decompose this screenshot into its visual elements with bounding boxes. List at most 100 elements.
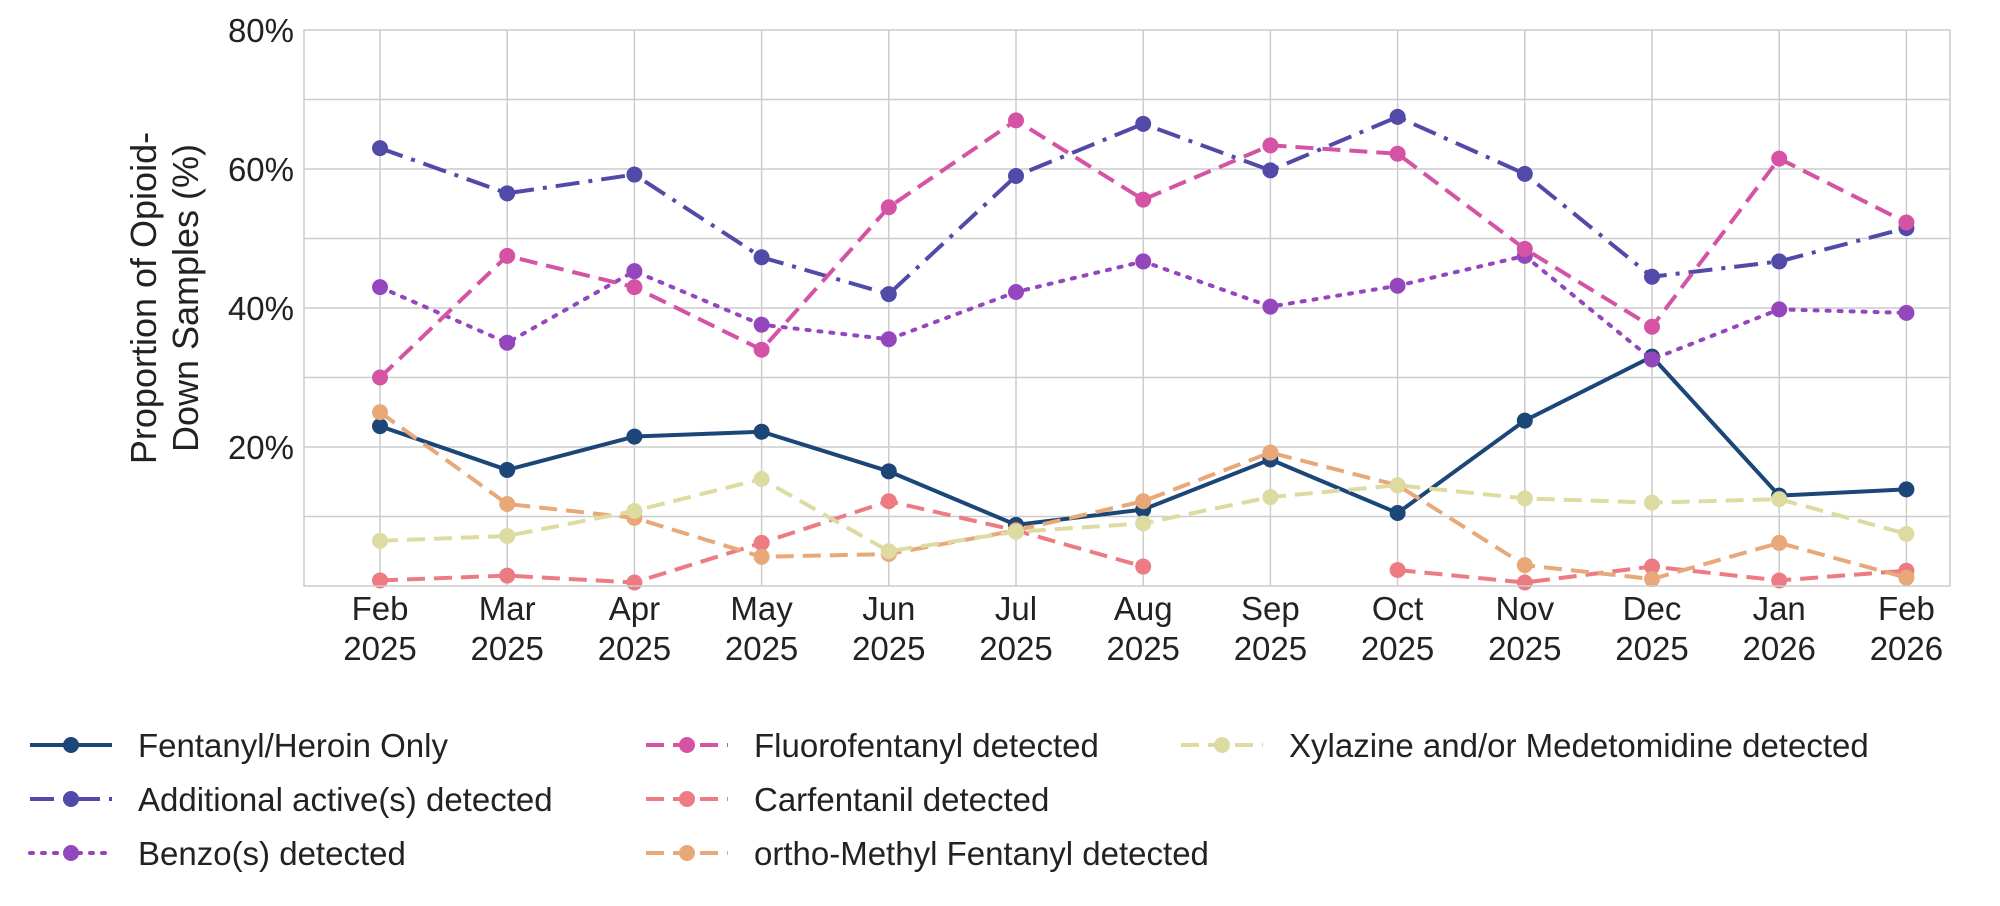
x-tick-label: Oct 2025 [1361, 590, 1434, 667]
data-point [626, 574, 643, 591]
data-point [372, 418, 388, 435]
series-3 [372, 112, 1915, 386]
data-point [880, 493, 897, 510]
legend-swatch-marker [679, 791, 695, 807]
data-point [499, 495, 516, 512]
x-tick-label: May 2025 [725, 590, 798, 667]
legend-item: Xylazine and/or Medetomidine detected [1181, 727, 1869, 764]
data-point [1516, 412, 1533, 429]
data-point [1771, 534, 1788, 551]
data-point [1135, 493, 1152, 510]
legend-label: ortho-Methyl Fentanyl detected [754, 835, 1209, 872]
data-point [626, 263, 643, 280]
data-point [753, 423, 770, 440]
data-point [372, 140, 388, 157]
data-point [499, 185, 516, 202]
legend-label: Fluorofentanyl detected [754, 727, 1099, 764]
data-point [1644, 494, 1660, 511]
legend-swatch-marker [679, 845, 695, 861]
data-point [880, 543, 897, 560]
x-tick-label: Jul 2025 [979, 590, 1052, 667]
data-point [1771, 150, 1788, 167]
data-point [1135, 515, 1152, 532]
data-point [499, 334, 516, 351]
x-tick-label: Feb 2026 [1870, 590, 1943, 667]
series-group [372, 108, 1915, 591]
data-point [1771, 572, 1788, 589]
data-point [1135, 253, 1152, 270]
data-point [1516, 557, 1533, 574]
data-point [753, 316, 770, 333]
legend-item: Carfentanil detected [646, 781, 1049, 818]
x-tick-label: Aug 2025 [1106, 590, 1179, 667]
legend-item: Additional active(s) detected [30, 781, 553, 818]
data-point [372, 369, 388, 386]
data-point [499, 567, 516, 584]
data-point [1262, 298, 1279, 315]
data-point [1389, 277, 1406, 294]
x-tick-label: Sep 2025 [1234, 590, 1307, 667]
x-tick-labels: Feb 2025 Mar 2025 Apr 2025 May 2025 Jun 2025 Jul 20… [343, 590, 1943, 667]
data-point [1898, 214, 1915, 231]
plot-frame [303, 29, 1951, 587]
data-point [499, 527, 516, 544]
data-point [1389, 108, 1406, 125]
x-tick-label: Apr 2025 [598, 590, 671, 667]
data-point [1898, 304, 1915, 321]
data-point [626, 502, 643, 519]
data-point [1262, 137, 1279, 154]
data-point [1008, 112, 1024, 129]
series-6 [372, 470, 1915, 560]
legend-swatch-marker [679, 737, 695, 753]
data-point [372, 532, 388, 549]
y-tick-label: 40% [228, 290, 294, 327]
data-point [1389, 505, 1406, 522]
data-point [753, 341, 770, 358]
legend-label: Fentanyl/Heroin Only [138, 727, 448, 764]
legend-swatch-marker [63, 845, 79, 861]
legend-label: Additional active(s) detected [138, 781, 553, 818]
data-point [1771, 301, 1788, 318]
data-point [372, 279, 388, 296]
y-tick-label: 60% [228, 151, 294, 188]
data-point [1516, 165, 1533, 182]
data-point [1389, 477, 1406, 494]
x-tick-label: Mar 2025 [470, 590, 543, 667]
legend-label: Benzo(s) detected [138, 835, 406, 872]
data-point [1135, 115, 1152, 132]
data-point [1644, 558, 1660, 575]
data-point [753, 534, 770, 551]
data-point [499, 247, 516, 264]
data-point [626, 428, 643, 445]
legend-label: Carfentanil detected [754, 781, 1049, 818]
data-point [1135, 191, 1152, 208]
data-point [1516, 490, 1533, 507]
x-tick-label: Jan 2026 [1742, 590, 1815, 667]
data-point [1771, 253, 1788, 270]
legend-item: Benzo(s) detected [28, 835, 406, 872]
data-point [1644, 351, 1660, 368]
data-point [1898, 569, 1915, 586]
data-point [880, 463, 897, 480]
data-point [626, 279, 643, 296]
data-point [372, 572, 388, 589]
data-point [372, 404, 388, 421]
data-point [1644, 268, 1660, 285]
legend-item: Fentanyl/Heroin Only [30, 727, 448, 764]
legend-swatch-marker [1214, 737, 1230, 753]
data-point [880, 331, 897, 348]
x-tick-label: Nov 2025 [1488, 590, 1561, 667]
legend-item: ortho-Methyl Fentanyl detected [646, 835, 1209, 872]
data-point [1644, 318, 1660, 335]
y-tick-label: 20% [228, 429, 294, 466]
data-point [499, 461, 516, 478]
data-point [753, 249, 770, 266]
x-tick-label: Feb 2025 [343, 590, 416, 667]
data-point [1898, 525, 1915, 542]
data-point [1008, 523, 1024, 540]
y-axis-label: Proportion of Opioid-Down Samples (%) [123, 132, 206, 464]
data-point [1898, 481, 1915, 498]
data-point [880, 286, 897, 303]
data-point [1771, 491, 1788, 508]
